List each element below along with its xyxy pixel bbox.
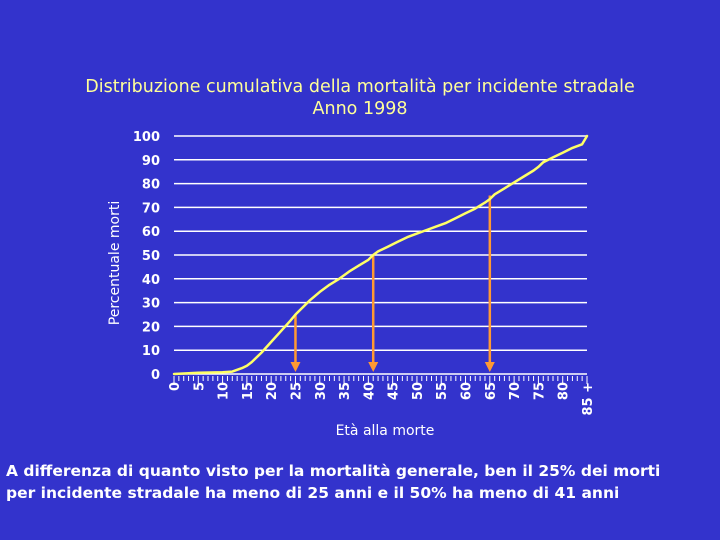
y-tick-label: 80 (142, 178, 160, 193)
y-tick-label: 40 (142, 273, 160, 288)
grid (174, 135, 587, 375)
reference-marker-arrowhead (368, 362, 379, 372)
x-tick-label: 55 (435, 382, 450, 400)
x-tick-label: 80 (557, 382, 572, 400)
x-tick-label: 25 (289, 382, 304, 400)
y-tick-label: 100 (133, 130, 160, 145)
caption-line-1: A differenza di quanto visto per la mort… (6, 462, 661, 480)
reference-markers (290, 195, 495, 372)
y-axis-label: Percentuale morti (107, 201, 123, 325)
x-tick-label: 45 (387, 382, 402, 400)
x-tick-label: 75 (532, 382, 547, 400)
x-tick-label: 60 (460, 382, 475, 400)
x-tick-label: 35 (338, 382, 353, 400)
x-tick-label: 10 (217, 382, 232, 400)
y-tick-label: 30 (142, 297, 160, 312)
y-tick-label: 90 (142, 154, 160, 169)
reference-marker-arrowhead (484, 362, 495, 372)
x-tick-label: 85 + (581, 382, 596, 416)
caption-line-2: per incidente stradale ha meno di 25 ann… (6, 484, 620, 502)
y-tick-label: 70 (142, 201, 160, 216)
chart-title-line-1: Distribuzione cumulativa della mortalità… (85, 77, 635, 97)
x-tick-label: 30 (314, 382, 329, 400)
x-tick-label: 5 (192, 382, 207, 391)
x-tick-label: 65 (484, 382, 499, 400)
y-tick-label: 60 (142, 225, 160, 240)
x-tick-label: 20 (265, 382, 280, 400)
y-tick-label: 10 (142, 344, 160, 359)
x-tick-label: 70 (508, 382, 523, 400)
chart-title: Distribuzione cumulativa della mortalità… (0, 76, 720, 120)
y-tick-label: 20 (142, 320, 160, 335)
chart-title-line-2: Anno 1998 (312, 99, 408, 119)
cumulative-series-line (172, 134, 589, 376)
x-tick-label: 40 (362, 382, 377, 400)
x-axis-label: Età alla morte (336, 423, 435, 439)
y-tick-label: 0 (151, 368, 160, 383)
x-tick-label: 50 (411, 382, 426, 400)
y-tick-label: 50 (142, 249, 160, 264)
reference-marker-arrowhead (290, 362, 301, 372)
caption: A differenza di quanto visto per la mort… (6, 460, 718, 504)
x-tick-label: 15 (241, 382, 256, 400)
x-tick-label: 0 (168, 382, 183, 391)
